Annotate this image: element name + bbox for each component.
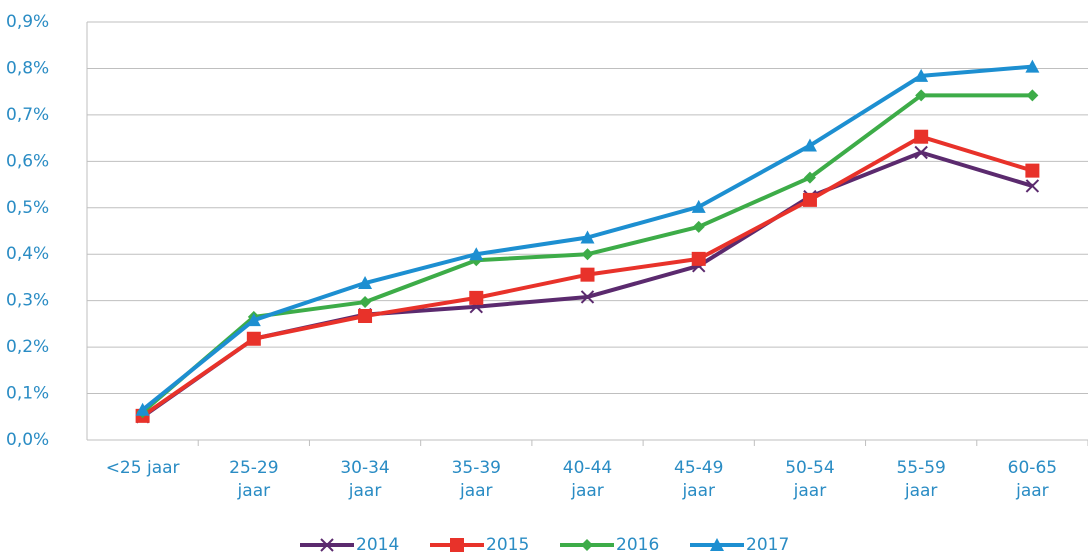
marker (802, 192, 817, 207)
marker (450, 538, 464, 552)
x-tick-label: 55-59 jaar (896, 458, 945, 501)
y-tick-label: 0,5% (6, 198, 49, 218)
marker (915, 89, 928, 102)
y-tick-label: 0,3% (6, 291, 49, 311)
marker (914, 129, 929, 144)
marker (914, 145, 928, 160)
marker (135, 402, 150, 416)
x-tick-label: 60-65 jaar (1008, 458, 1057, 501)
legend-label: 2014 (356, 535, 399, 555)
y-tick-label: 0,0% (6, 430, 49, 450)
marker (469, 247, 484, 261)
y-tick-label: 0,4% (6, 244, 49, 264)
y-tick-label: 0,2% (6, 337, 49, 357)
marker (1026, 89, 1039, 102)
legend-label: 2017 (746, 535, 789, 555)
marker (358, 308, 373, 323)
legend-label: 2016 (616, 535, 659, 555)
marker (246, 331, 261, 346)
x-tick-label: 45-49 jaar (674, 458, 723, 501)
marker (1025, 59, 1040, 73)
y-tick-label: 0,1% (6, 384, 49, 404)
x-tick-label: 25-29 jaar (229, 458, 278, 501)
marker (469, 290, 484, 305)
x-tick-label: 35-39 jaar (452, 458, 501, 501)
y-tick-label: 0,8% (6, 58, 49, 78)
marker (320, 538, 334, 552)
marker (358, 276, 373, 290)
marker (692, 220, 705, 233)
y-tick-label: 0,9% (6, 12, 49, 32)
marker (914, 68, 929, 82)
marker (803, 171, 816, 184)
y-tick-label: 0,7% (6, 105, 49, 125)
marker (580, 290, 595, 304)
x-tick-label: <25 jaar (106, 458, 180, 478)
series-line (141, 150, 1033, 419)
marker (246, 313, 261, 327)
marker (581, 248, 594, 261)
marker (691, 251, 706, 266)
y-tick-label: 0,6% (6, 151, 49, 171)
x-tick-label: 50-54 jaar (785, 458, 834, 501)
marker (580, 267, 595, 282)
marker (581, 539, 593, 551)
legend-label: 2015 (486, 535, 529, 555)
x-tick-label: 40-44 jaar (563, 458, 612, 501)
marker (691, 199, 706, 213)
marker (710, 538, 724, 551)
marker (802, 138, 817, 152)
marker (359, 296, 372, 309)
marker (1025, 179, 1040, 193)
marker (1025, 163, 1040, 178)
x-tick-label: 30-34 jaar (340, 458, 389, 501)
marker (580, 230, 595, 244)
